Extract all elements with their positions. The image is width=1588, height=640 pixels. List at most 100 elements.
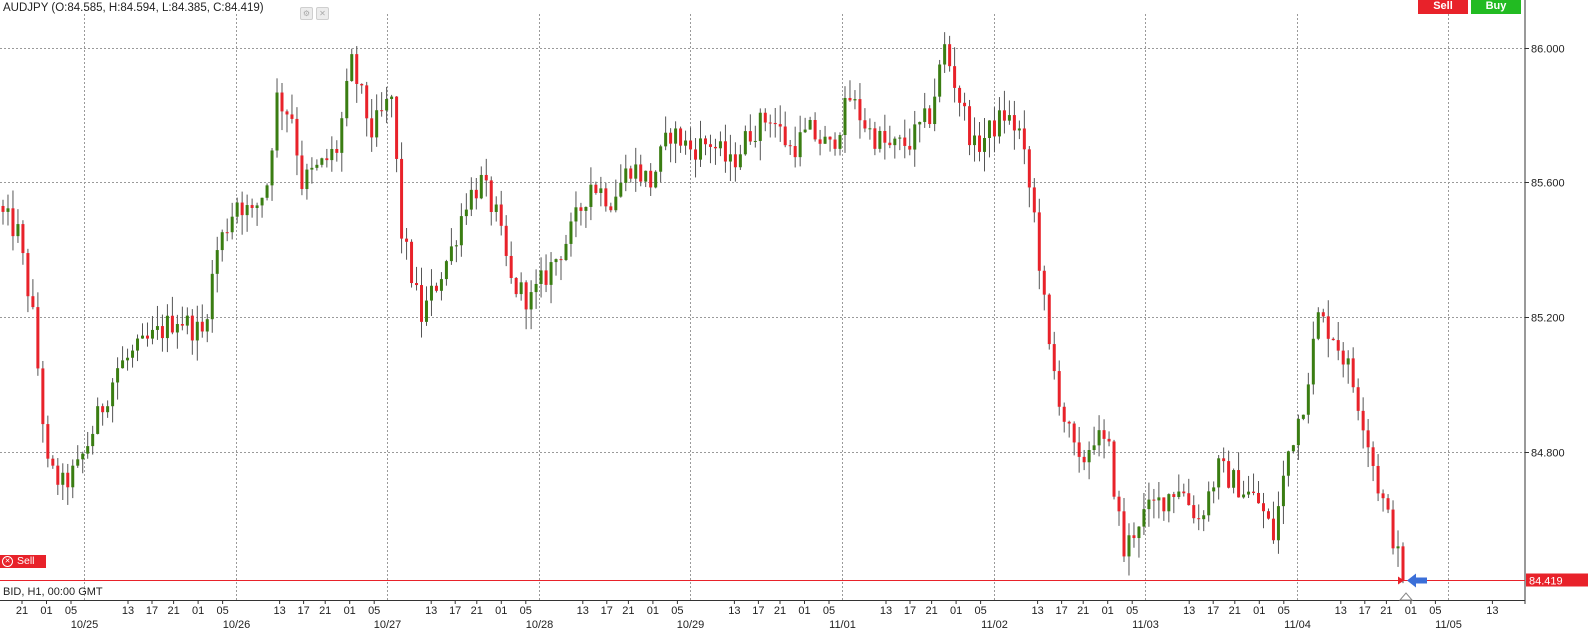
candle-up (758, 112, 762, 141)
time-tick-label: 17 (1055, 605, 1067, 617)
candle-down (813, 119, 817, 140)
candle-down (1197, 518, 1201, 520)
candle-up (564, 243, 568, 260)
candle-down (1261, 503, 1265, 512)
time-tick-label: 05 (520, 605, 532, 617)
date-label: 10/27 (374, 619, 402, 631)
candle-down (579, 207, 583, 211)
time-tick-label: 21 (16, 605, 28, 617)
candle-down (1401, 546, 1405, 581)
candle-up (624, 168, 628, 183)
sell-button[interactable]: Sell (1418, 0, 1468, 14)
candle-down (295, 118, 299, 156)
candle-down (1102, 430, 1106, 439)
date-label: 10/25 (71, 619, 99, 631)
candle-up (918, 121, 922, 125)
candle-up (1301, 414, 1305, 419)
candle-up (81, 453, 85, 460)
date-label: 10/29 (677, 619, 705, 631)
candle-up (310, 167, 314, 170)
candle-down (708, 144, 712, 147)
candle-up (220, 232, 224, 251)
time-tick-label: 21 (774, 605, 786, 617)
candle-down (200, 321, 204, 332)
candle-down (783, 126, 787, 146)
candle-up (16, 224, 20, 237)
candle-up (1147, 499, 1151, 510)
candle-down (190, 315, 194, 341)
candle-down (963, 102, 967, 107)
buy-button[interactable]: Buy (1471, 0, 1521, 14)
time-tick-label: 01 (1102, 605, 1114, 617)
close-icon[interactable]: ✕ (316, 7, 329, 20)
date-label: 11/04 (1284, 619, 1311, 631)
candle-up (529, 292, 533, 310)
candle-down (101, 406, 105, 413)
candle-down (514, 278, 518, 295)
candle-down (1162, 497, 1166, 512)
candle-down (46, 424, 50, 459)
candle-up (439, 279, 443, 291)
time-tick-label: 21 (1077, 605, 1089, 617)
candle-down (733, 154, 737, 168)
time-tick-label: 13 (1486, 605, 1498, 617)
close-order-icon[interactable]: ✕ (2, 556, 13, 567)
candle-up (574, 207, 578, 222)
candle-down (66, 472, 70, 488)
time-tick-label: 05 (974, 605, 986, 617)
candle-down (1082, 456, 1086, 463)
candle-up (664, 132, 668, 147)
candle-down (489, 180, 493, 212)
candle-down (1326, 316, 1330, 339)
time-tick-label: 13 (577, 605, 589, 617)
candle-down (544, 270, 548, 285)
candle-up (1346, 358, 1350, 365)
candle-up (634, 164, 638, 179)
candle-down (953, 66, 957, 88)
candle-up (1137, 526, 1141, 539)
order-line-tag[interactable]: ✕ Sell (0, 555, 46, 568)
time-tick-label: 17 (601, 605, 613, 617)
candle-up (136, 338, 140, 351)
candle-down (1257, 492, 1261, 504)
candle-up (469, 189, 473, 210)
candle-down (788, 145, 792, 147)
candle-up (1142, 509, 1146, 527)
candle-down (1052, 344, 1056, 372)
candle-up (659, 146, 663, 172)
candle-down (1022, 128, 1026, 150)
time-tick-label: 05 (1429, 605, 1441, 617)
candle-down (415, 283, 419, 286)
candle-up (599, 188, 603, 193)
candle-up (973, 135, 977, 146)
candle-down (380, 110, 384, 112)
time-tick-label: 01 (1405, 605, 1417, 617)
candle-up (195, 321, 199, 341)
candle-down (793, 146, 797, 158)
candle-down (694, 149, 698, 160)
candle-up (315, 164, 319, 168)
candle-down (11, 208, 15, 237)
time-tick-label: 17 (1359, 605, 1371, 617)
candle-down (1331, 338, 1335, 341)
candle-down (240, 202, 244, 216)
settings-icon[interactable]: ⚙ (300, 7, 313, 20)
candle-up (1247, 491, 1251, 495)
candle-down (51, 458, 55, 466)
time-tick-label: 21 (471, 605, 483, 617)
chart-subtitle: BID, H1, 00:00 GMT (3, 586, 103, 598)
candle-down (170, 315, 174, 333)
time-tick-label: 17 (752, 605, 764, 617)
candle-up (1007, 115, 1011, 121)
candle-up (943, 44, 947, 65)
candle-up (106, 406, 110, 413)
candle-up (150, 329, 154, 339)
candle-down (360, 83, 364, 86)
candle-down (888, 142, 892, 146)
candle-down (499, 204, 503, 226)
candle-up (155, 326, 159, 330)
candle-up (1097, 430, 1101, 446)
candle-up (718, 141, 722, 149)
